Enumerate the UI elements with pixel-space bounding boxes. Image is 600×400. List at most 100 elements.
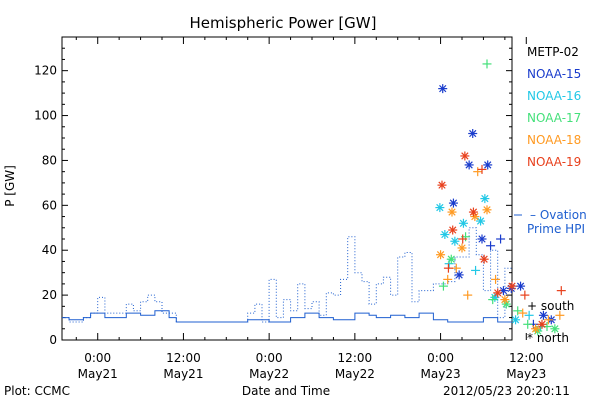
north-point-noaa-15 [516, 281, 526, 291]
north-point-noaa-19 [479, 254, 489, 264]
x-tick-date-label: May21 [78, 367, 118, 381]
point-stroke [451, 237, 459, 245]
south-point-noaa-19 [556, 286, 566, 296]
south-point-noaa-18 [451, 263, 461, 273]
point-stroke [439, 84, 447, 93]
legend-ovation-line2: Prime HPI [527, 222, 585, 236]
north-point-noaa-15 [454, 270, 464, 280]
north-point-noaa-16 [511, 315, 521, 325]
north-point-noaa-15 [477, 234, 487, 244]
point-stroke [447, 255, 455, 263]
south-point-noaa-19 [443, 263, 453, 273]
point-stroke [471, 212, 479, 221]
north-point-noaa-15 [538, 310, 548, 320]
point-stroke [484, 161, 492, 169]
north-point-noaa-15 [438, 84, 448, 94]
x-tick-date-label: May21 [163, 367, 203, 381]
south-point-noaa-18 [473, 167, 483, 177]
point-stroke [502, 300, 510, 308]
x-tick-time-label: 0:00 [84, 351, 111, 365]
legend: METP-02 NOAA-15 NOAA-16 NOAA-17 NOAA-18 NOAA-… [514, 45, 587, 345]
chart-title: Hemispheric Power [GW] [190, 14, 377, 32]
point-stroke [476, 217, 485, 225]
south-point-noaa-16 [471, 265, 481, 275]
point-stroke [455, 271, 463, 279]
point-stroke [449, 199, 458, 207]
x-tick-date-label: May22 [249, 367, 289, 381]
y-tick-label: 0 [49, 333, 57, 347]
legend-item-noaa-17: NOAA-17 [527, 111, 581, 125]
point-stroke [441, 230, 449, 239]
x-tick-date-label: May22 [335, 367, 375, 381]
point-stroke [448, 208, 456, 216]
south-point-noaa-18 [555, 310, 565, 320]
north-point-noaa-19 [448, 225, 458, 235]
x-tick-time-label: 12:00 [338, 351, 373, 365]
point-stroke [501, 295, 509, 304]
point-stroke [511, 316, 520, 324]
point-stroke [459, 219, 468, 227]
point-stroke [480, 255, 488, 263]
legend-item-metp-02: METP-02 [527, 45, 579, 59]
x-tick-time-label: 0:00 [256, 351, 283, 365]
legend-marker-south: + south [527, 299, 574, 313]
south-point-noaa-19 [458, 234, 468, 244]
north-point-noaa-19 [537, 319, 547, 329]
legend-item-noaa-15: NOAA-15 [527, 67, 581, 81]
x-tick-time-label: 0:00 [427, 351, 454, 365]
north-point-noaa-19 [460, 151, 470, 161]
x-tick-time-label: 12:00 [166, 351, 201, 365]
south-point-noaa-18 [443, 274, 453, 284]
point-stroke [436, 203, 444, 212]
south-point-noaa-18 [491, 274, 501, 284]
north-point-noaa-19 [468, 207, 478, 217]
point-stroke [538, 320, 546, 328]
north-point-noaa-19 [437, 180, 447, 190]
legend-ovation-line1: – Ovation [530, 208, 587, 222]
x-axis-label: Date and Time [242, 384, 330, 398]
legend-item-noaa-18: NOAA-18 [527, 133, 581, 147]
north-point-noaa-15 [483, 160, 493, 170]
north-point-noaa-18 [436, 250, 446, 260]
y-tick-label: 80 [42, 153, 57, 167]
south-point-noaa-19 [520, 290, 530, 300]
point-stroke [494, 289, 502, 297]
north-point-noaa-15 [464, 160, 474, 170]
y-tick-label: 100 [34, 109, 57, 123]
south-point-noaa-17 [513, 306, 523, 316]
point-stroke [469, 129, 477, 138]
legend-item-noaa-19: NOAA-19 [527, 155, 581, 169]
x-tick-time-label: 12:00 [509, 351, 544, 365]
x-tick-date-label: May23 [421, 367, 461, 381]
north-point-noaa-19 [493, 288, 503, 298]
south-point-noaa-19 [477, 164, 487, 174]
plot-timestamp: 2012/05/23 20:20:11 [443, 384, 570, 398]
south-point-noaa-16 [524, 310, 534, 320]
point-stroke [469, 208, 478, 216]
south-point-noaa-17 [523, 319, 533, 329]
north-point-noaa-18 [500, 295, 510, 305]
south-point-noaa-15 [496, 234, 506, 244]
point-stroke [481, 194, 489, 203]
north-point-noaa-16 [458, 218, 468, 228]
north-point-noaa-15 [448, 198, 458, 208]
x-tick-date-label: May23 [506, 367, 546, 381]
point-stroke [461, 152, 469, 160]
north-point-noaa-18 [531, 324, 541, 334]
south-point-noaa-17 [438, 281, 448, 291]
point-stroke [438, 181, 446, 189]
point-stroke [539, 311, 548, 319]
north-point-noaa-17 [550, 324, 560, 334]
point-stroke [508, 282, 516, 290]
plot-area: 0 20 40 60 80 100 120 0:00 May21 12:00 May21 0:00 Ma… [34, 36, 566, 381]
north-point-noaa-18 [447, 207, 457, 217]
ovation-south-line [62, 310, 512, 323]
south-point-noaa-17 [482, 59, 492, 69]
south-point-noaa-17 [488, 295, 498, 305]
point-stroke [449, 226, 457, 234]
y-tick-label: 120 [34, 64, 57, 78]
south-point-noaa-15 [486, 241, 496, 251]
point-stroke [465, 161, 473, 169]
ovation-north-line [62, 227, 512, 323]
